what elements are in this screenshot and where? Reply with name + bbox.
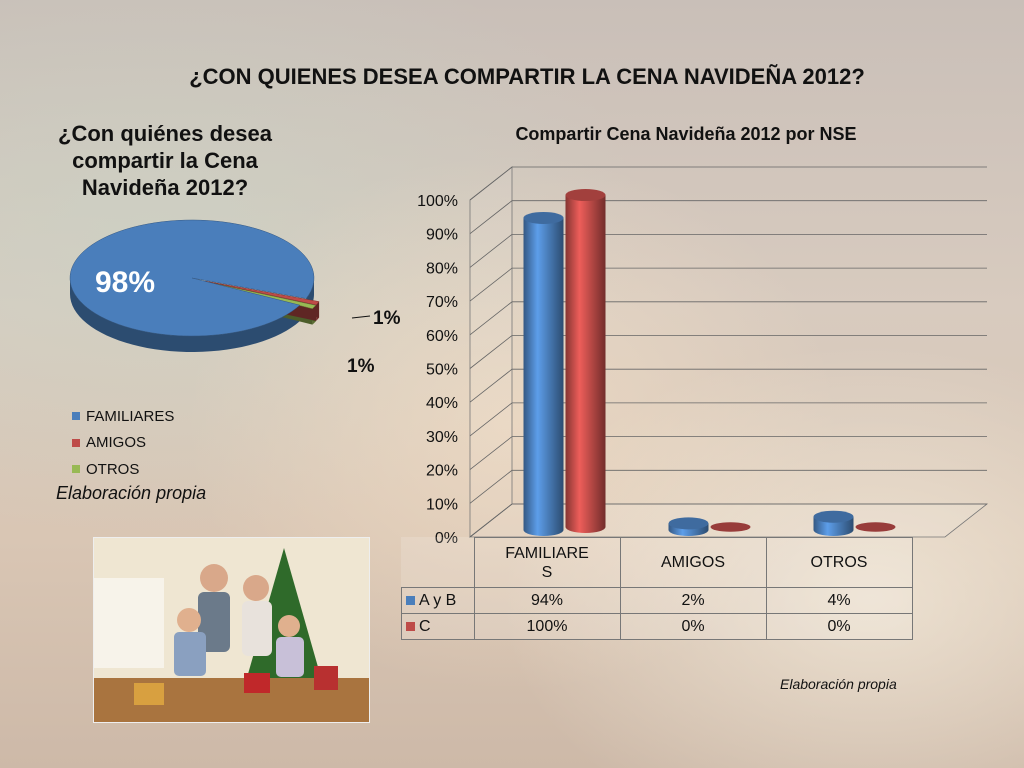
- y-tick-label: 100%: [417, 193, 458, 210]
- table-cell: 94%: [473, 587, 621, 614]
- pie-data-label: 1%: [347, 356, 375, 377]
- series-label-ab: A y B: [401, 587, 475, 614]
- bar-gridline: [469, 368, 987, 403]
- bar-gridline: [469, 503, 987, 538]
- series-label-c: C: [401, 613, 475, 640]
- legend-swatch: [72, 412, 80, 421]
- y-tick-label: 60%: [426, 328, 458, 345]
- bar-chart-title: Compartir Cena Navideña 2012 por NSE: [515, 124, 857, 144]
- y-tick-label: 70%: [426, 294, 458, 311]
- bar-gridline: [469, 301, 987, 336]
- slide-title: ¿CON QUIENES DESEA COMPARTIR LA CENA NAV…: [189, 64, 865, 89]
- bar-gridline: [469, 200, 987, 235]
- y-tick-label: 10%: [426, 496, 458, 513]
- bar-gridline: [469, 166, 987, 201]
- y-tick-label: 80%: [426, 260, 458, 277]
- pie-chart-title: ¿Con quiénes desea compartir la Cena Nav…: [58, 121, 272, 200]
- legend-swatch: [72, 465, 80, 474]
- bar-data-table: FAMILIARE S AMIGOS OTROS A y B 94% 2% 4%…: [401, 537, 913, 640]
- table-cell: 0%: [765, 613, 913, 640]
- legend-item-amigos: AMIGOS: [72, 430, 174, 457]
- category-label: FAMILIARE S: [505, 544, 589, 581]
- bar-cylinder-top: [813, 510, 854, 523]
- table-header-otros: OTROS: [765, 537, 913, 588]
- bar-cylinder-body: [523, 217, 564, 537]
- bar-a-y-b-amigos: [668, 517, 709, 536]
- y-tick-label: 40%: [426, 395, 458, 412]
- source-note-left: Elaboración propia: [56, 483, 207, 503]
- source-note-right: Elaboración propia: [780, 676, 897, 692]
- pie-wall: [70, 278, 300, 352]
- bar-gridline: [469, 469, 987, 504]
- bar-gridline: [469, 234, 987, 268]
- family-photo: [93, 537, 370, 723]
- table-row: C 100% 0% 0%: [401, 613, 913, 640]
- legend-label: FAMILIARES: [86, 407, 175, 425]
- bar-cylinder-top: [710, 522, 751, 532]
- legend-label: OTROS: [86, 460, 140, 478]
- legend-item-familiares: FAMILIARES: [72, 403, 174, 430]
- bar-a-y-b-familiares: [523, 211, 564, 537]
- bar-gridline: [469, 436, 987, 470]
- table-cell: 100%: [473, 613, 621, 640]
- y-tick-label: 50%: [426, 362, 458, 379]
- pie-leader-line: [351, 315, 371, 319]
- legend-swatch: [72, 438, 80, 447]
- table-cell: 4%: [765, 587, 913, 614]
- table-cell: 0%: [619, 613, 767, 640]
- bar-cylinder-top: [668, 517, 709, 530]
- family-photo-illustration: [94, 538, 369, 722]
- bar-c-otros: [855, 522, 896, 532]
- y-tick-label: 20%: [426, 463, 458, 480]
- legend-label: AMIGOS: [86, 434, 147, 452]
- bar-c-familiares: [565, 189, 606, 533]
- bar-c-amigos: [710, 522, 751, 532]
- bar-cylinder-top: [855, 522, 896, 532]
- table-cell: 2%: [619, 587, 767, 614]
- pie-legend: FAMILIARES AMIGOS OTROS: [72, 403, 174, 483]
- bar-gridline: [469, 402, 987, 437]
- legend-item-otros: OTROS: [72, 456, 174, 483]
- pie-data-label: 1%: [373, 308, 401, 329]
- pie-slice-amigos: [204, 280, 320, 306]
- table-row: A y B 94% 2% 4%: [401, 587, 913, 614]
- bar-cylinder-top: [523, 211, 564, 224]
- y-tick-label: 90%: [426, 227, 458, 244]
- table-corner: [401, 537, 475, 588]
- table-header-amigos: AMIGOS: [619, 537, 767, 588]
- table-header-familiares: FAMILIARE S: [473, 537, 621, 588]
- y-tick-label: 30%: [426, 429, 458, 446]
- pie-data-label: 98%: [95, 266, 155, 299]
- bar-gridline: [469, 267, 987, 302]
- bar-cylinder-top: [565, 189, 606, 202]
- pie-slice-familiares: [69, 219, 315, 337]
- bar-gridline: [469, 335, 987, 369]
- bar-a-y-b-otros: [813, 510, 854, 536]
- bar-cylinder-body: [565, 195, 606, 533]
